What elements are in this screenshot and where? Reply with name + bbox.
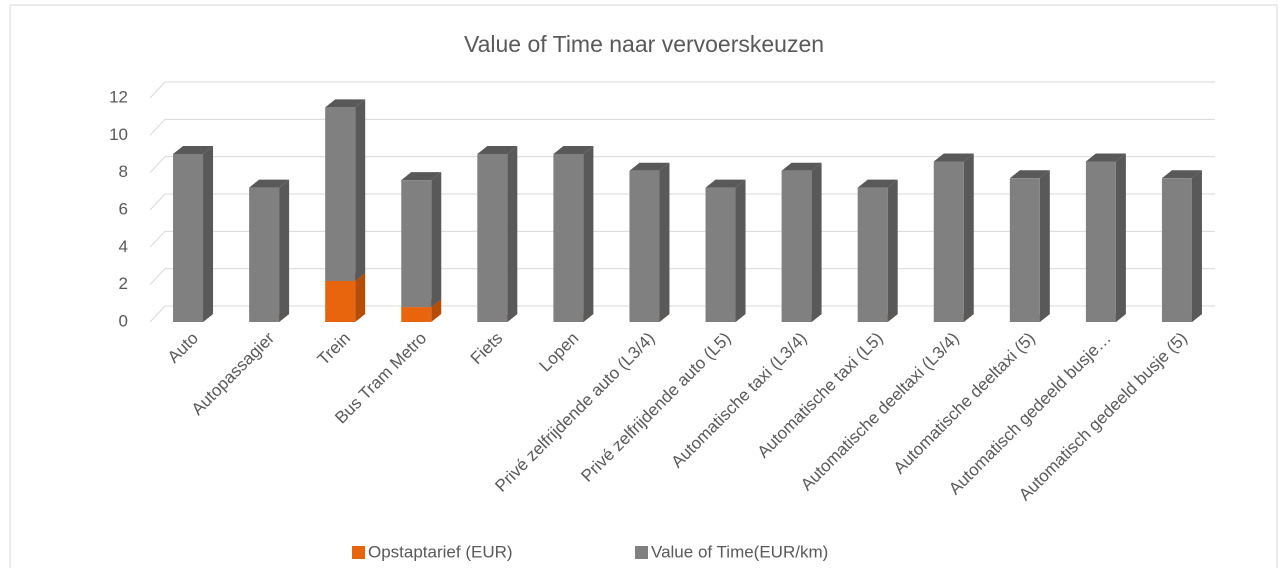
bar bbox=[401, 307, 432, 322]
bar bbox=[629, 170, 660, 322]
grid-line-side bbox=[149, 230, 166, 248]
bar-top bbox=[173, 146, 214, 154]
bar-side bbox=[431, 172, 442, 308]
bar-top bbox=[1009, 170, 1050, 179]
bar-side bbox=[1191, 170, 1202, 322]
chart-title: Value of Time naar vervoerskeuzen bbox=[464, 31, 824, 57]
bar bbox=[781, 170, 812, 322]
grid-line-side bbox=[149, 118, 166, 136]
bar-side bbox=[1039, 170, 1050, 322]
bar-top bbox=[477, 146, 518, 154]
bar-side bbox=[279, 179, 290, 322]
bar-side bbox=[659, 162, 670, 322]
bar bbox=[325, 280, 356, 322]
bar-side bbox=[811, 162, 822, 322]
bar bbox=[705, 187, 736, 322]
legend-swatch bbox=[352, 546, 365, 559]
bar bbox=[477, 154, 508, 322]
bar-top bbox=[629, 162, 670, 171]
bar-top bbox=[1085, 153, 1126, 162]
bar-side bbox=[583, 146, 594, 322]
legend-label: Opstaptarief (EUR) bbox=[368, 542, 513, 561]
bar bbox=[857, 187, 888, 322]
bar-top bbox=[325, 99, 366, 108]
y-tick-label: 6 bbox=[119, 199, 128, 218]
bar-top bbox=[781, 162, 822, 171]
bar bbox=[1161, 178, 1192, 322]
bar-top bbox=[705, 179, 746, 188]
y-tick-label: 4 bbox=[119, 237, 128, 256]
bar-side bbox=[963, 153, 974, 322]
bar bbox=[325, 107, 356, 281]
bar bbox=[1009, 178, 1040, 322]
bar-side bbox=[355, 272, 366, 322]
bar bbox=[173, 154, 204, 322]
grid-line-side bbox=[149, 81, 166, 99]
bar-top bbox=[553, 146, 594, 154]
bar bbox=[1085, 161, 1116, 322]
y-tick-label: 12 bbox=[109, 87, 128, 106]
bar-top bbox=[401, 172, 442, 181]
grid-line-side bbox=[149, 193, 166, 211]
y-tick-label: 10 bbox=[109, 125, 128, 144]
legend-label: Value of Time(EUR/km) bbox=[651, 542, 828, 561]
bar-side bbox=[1115, 153, 1126, 322]
bar-side bbox=[735, 179, 746, 322]
bar bbox=[401, 180, 432, 308]
bar-top bbox=[249, 179, 290, 188]
bar-side bbox=[887, 179, 898, 322]
bar bbox=[249, 187, 280, 322]
y-tick-label: 8 bbox=[119, 162, 128, 181]
bar-side bbox=[431, 299, 442, 322]
bar-side bbox=[203, 146, 214, 322]
grid-line-side bbox=[149, 305, 166, 323]
legend-swatch bbox=[635, 546, 648, 559]
bar bbox=[933, 161, 964, 322]
bar-top bbox=[1161, 170, 1202, 179]
bar-side bbox=[507, 146, 518, 322]
bar-top bbox=[857, 179, 898, 188]
grid-line-side bbox=[149, 156, 166, 174]
bar bbox=[553, 154, 584, 322]
y-tick-label: 0 bbox=[119, 311, 128, 330]
grid-line-side bbox=[149, 268, 166, 286]
bar-top bbox=[933, 153, 974, 162]
y-tick-label: 2 bbox=[119, 274, 128, 293]
bar-side bbox=[355, 99, 366, 281]
